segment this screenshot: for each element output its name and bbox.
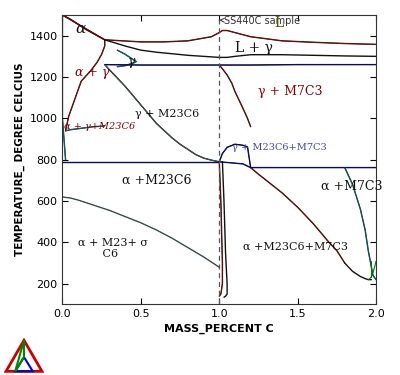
Text: α +M23C6: α +M23C6 <box>122 174 192 187</box>
Text: α +M23C6+M7C3: α +M23C6+M7C3 <box>243 242 348 252</box>
Text: α + γ+M23C6: α + γ+M23C6 <box>64 122 135 131</box>
Y-axis label: TEMPERATURE_ DEGREE CELCIUS: TEMPERATURE_ DEGREE CELCIUS <box>15 63 25 256</box>
Text: α + M23+ σ
       C6: α + M23+ σ C6 <box>78 238 148 260</box>
Text: L: L <box>274 16 284 30</box>
Text: α +M7C3: α +M7C3 <box>321 180 383 193</box>
Text: α + γ: α + γ <box>75 66 110 80</box>
Text: α: α <box>75 22 85 36</box>
Text: γ + M23C6+M7C3: γ + M23C6+M7C3 <box>232 143 326 152</box>
Text: γ + M23C6: γ + M23C6 <box>134 109 199 119</box>
Text: γ: γ <box>128 55 136 68</box>
X-axis label: MASS_PERCENT C: MASS_PERCENT C <box>164 324 274 334</box>
Text: SS440C sample: SS440C sample <box>220 16 300 26</box>
Text: γ + M7C3: γ + M7C3 <box>258 85 323 98</box>
Text: L + γ: L + γ <box>235 41 273 55</box>
